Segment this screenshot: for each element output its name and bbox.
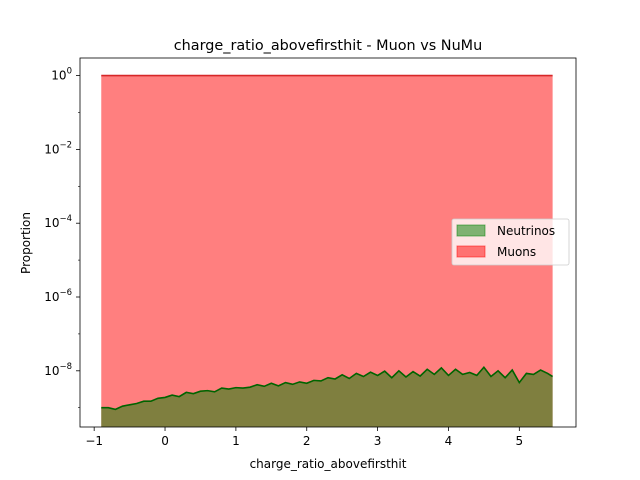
legend: Neutrinos Muons — [451, 218, 570, 266]
y-axis-label: Proportion — [19, 212, 33, 274]
x-axis: −1 0 1 2 3 4 5 — [85, 427, 523, 448]
x-tick-label: 0 — [161, 434, 169, 448]
legend-swatch-neutrinos — [456, 224, 486, 237]
series-line-neutrinos — [101, 365, 554, 411]
x-tick-label: 3 — [374, 434, 382, 448]
x-tick-label: 2 — [303, 434, 311, 448]
legend-label-muons: Muons — [497, 245, 536, 259]
x-tick-label: 5 — [515, 434, 523, 448]
x-tick-label: 1 — [232, 434, 240, 448]
y-tick-label: 10−2 — [44, 140, 72, 156]
x-tick-label: −1 — [85, 434, 103, 448]
plot-area — [101, 74, 554, 428]
series-area-muons — [101, 75, 553, 428]
y-tick-label: 100 — [51, 67, 72, 83]
x-tick-label: 4 — [445, 434, 453, 448]
plot-frame — [79, 57, 577, 428]
x-axis-label: charge_ratio_abovefirsthit — [250, 457, 407, 471]
y-tick-label: 10−6 — [44, 288, 72, 304]
chart-title: charge_ratio_abovefirsthit - Muon vs NuM… — [174, 38, 482, 54]
y-axis: 10−8 10−6 10−4 10−2 100 — [44, 67, 80, 409]
y-tick-label: 10−4 — [44, 214, 72, 230]
legend-label-neutrinos: Neutrinos — [497, 224, 555, 238]
y-tick-label: 10−8 — [44, 362, 72, 378]
series-area-neutrinos — [101, 367, 553, 427]
legend-swatch-muons — [456, 245, 486, 258]
